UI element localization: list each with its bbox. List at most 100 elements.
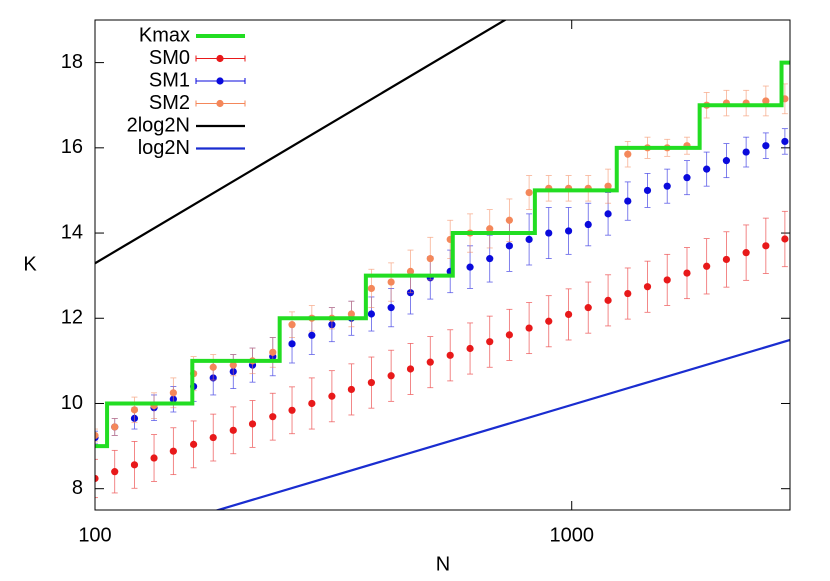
point <box>367 379 375 387</box>
legend-label: Kmax <box>139 24 190 46</box>
point <box>703 165 711 173</box>
legend-label: SM1 <box>149 69 190 91</box>
point <box>762 142 770 150</box>
point <box>525 324 533 332</box>
y-tick-label: 18 <box>61 51 83 73</box>
point <box>130 461 139 469</box>
point <box>643 186 652 195</box>
legend-label: 2log2N <box>127 114 190 136</box>
point <box>169 447 177 455</box>
y-tick-label: 8 <box>72 477 83 499</box>
x-tick-label: 1000 <box>549 524 594 546</box>
point <box>505 216 513 224</box>
point <box>781 235 789 243</box>
y-tick-label: 14 <box>61 221 83 243</box>
point <box>347 385 355 394</box>
point <box>288 406 296 414</box>
point <box>624 289 632 298</box>
point <box>288 340 296 348</box>
point <box>209 433 217 442</box>
point <box>426 358 434 366</box>
line <box>95 60 790 449</box>
point <box>643 283 652 291</box>
legend-swatch <box>216 99 224 108</box>
point <box>328 392 336 400</box>
point <box>347 310 355 318</box>
point <box>308 399 316 408</box>
point <box>189 440 198 448</box>
legend-swatch <box>216 54 224 63</box>
point <box>525 235 533 244</box>
point <box>525 188 533 197</box>
error-bar <box>95 458 98 499</box>
point <box>742 148 750 156</box>
point <box>367 310 375 318</box>
legend-label: log2N <box>138 137 190 159</box>
error-bar <box>95 430 98 445</box>
y-tick-label: 10 <box>61 392 83 414</box>
point <box>505 331 513 339</box>
point <box>248 420 257 428</box>
point <box>604 182 612 190</box>
point <box>446 351 454 359</box>
point <box>169 389 177 397</box>
point <box>308 331 316 339</box>
plot-frame <box>94 19 791 511</box>
x-axis-label: N <box>436 553 450 575</box>
point <box>486 338 494 346</box>
point <box>564 227 573 235</box>
plot-area <box>95 20 790 510</box>
point <box>545 229 553 237</box>
point <box>584 220 592 229</box>
point <box>269 348 277 356</box>
x-tick-label: 100 <box>78 524 111 546</box>
point <box>663 276 671 284</box>
point <box>387 278 395 286</box>
point <box>624 197 632 205</box>
point <box>269 413 277 421</box>
error-bar <box>95 428 98 443</box>
point <box>426 255 434 263</box>
point <box>95 431 99 440</box>
point <box>466 344 474 353</box>
point <box>762 242 770 250</box>
point <box>683 269 691 277</box>
line <box>95 20 508 265</box>
point <box>229 426 237 434</box>
point <box>130 406 139 414</box>
point <box>584 304 592 312</box>
point <box>722 157 731 165</box>
point <box>406 365 415 373</box>
point <box>387 304 395 312</box>
point <box>229 361 237 369</box>
point <box>703 262 711 270</box>
point <box>111 423 119 431</box>
point <box>209 363 217 371</box>
point <box>111 468 119 476</box>
y-tick-label: 12 <box>61 307 83 329</box>
y-tick-label: 16 <box>61 136 83 158</box>
point <box>150 454 158 462</box>
legend-label: SM0 <box>149 47 190 69</box>
point <box>781 137 789 146</box>
point <box>95 474 99 483</box>
point <box>604 296 612 304</box>
point <box>762 97 770 105</box>
point <box>624 150 632 158</box>
point <box>663 182 671 190</box>
point <box>564 310 573 319</box>
point <box>486 255 494 263</box>
point <box>406 267 415 275</box>
point <box>387 372 395 380</box>
y-axis-label: K <box>23 253 37 275</box>
point <box>367 284 375 293</box>
point <box>722 255 731 264</box>
legend-swatch <box>216 77 224 85</box>
point <box>604 210 612 218</box>
point <box>466 263 474 271</box>
point <box>683 174 691 182</box>
point <box>486 225 494 233</box>
legend-label: SM2 <box>149 92 190 114</box>
